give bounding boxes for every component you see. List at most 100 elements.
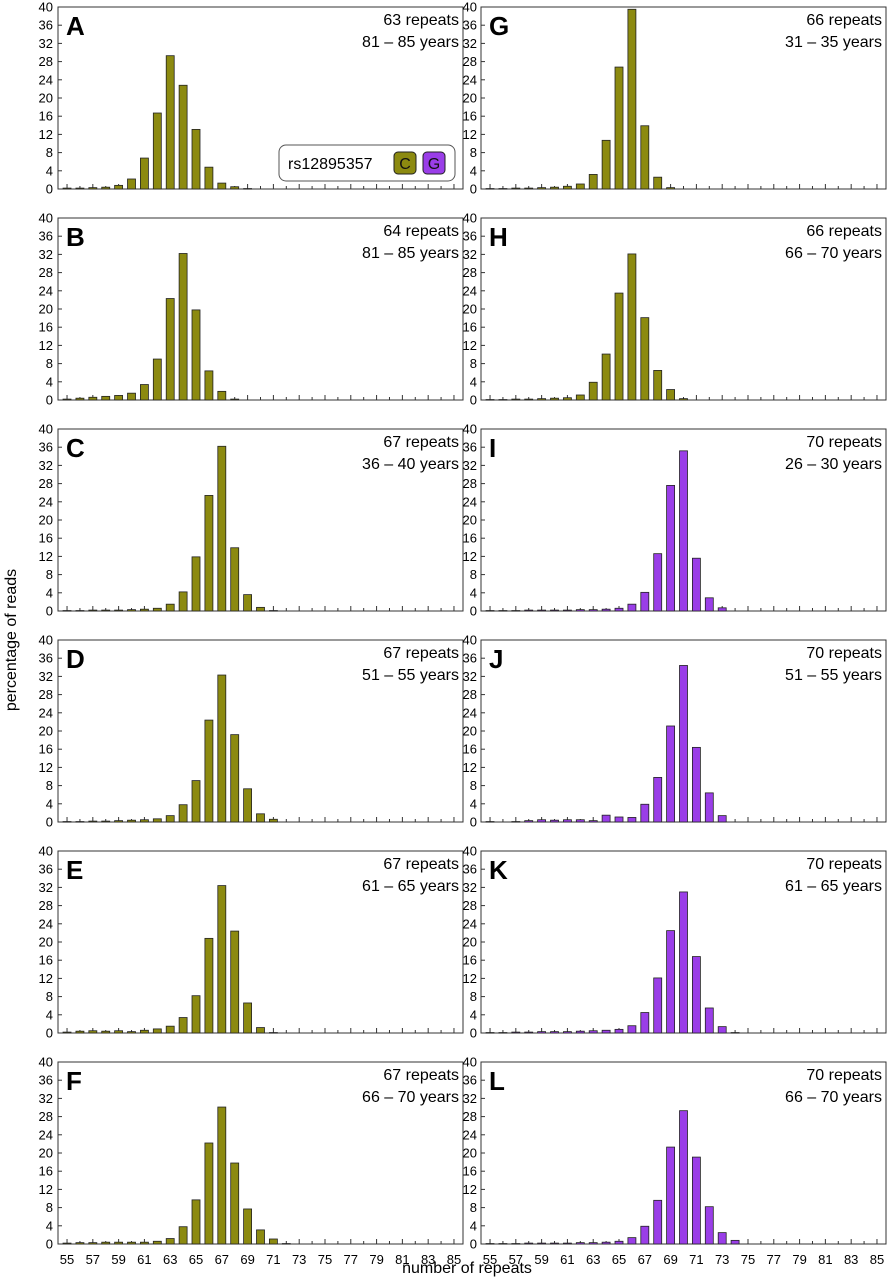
y-tick-label: 40	[39, 422, 53, 437]
x-tick-label: 65	[189, 1252, 203, 1267]
bar-73	[717, 1026, 727, 1034]
bar-63	[588, 1242, 598, 1245]
bar-66	[627, 603, 637, 612]
bar-65	[191, 780, 201, 823]
bar-59	[114, 184, 124, 190]
bar-67	[217, 1106, 227, 1245]
y-tick-label: 16	[463, 1164, 477, 1179]
bar-55	[62, 187, 72, 190]
y-tick-label: 40	[463, 211, 477, 226]
bar-55	[62, 821, 72, 823]
y-tick-label: 40	[39, 211, 53, 226]
bar-70	[679, 665, 688, 823]
bar-68	[653, 370, 663, 401]
bar-63	[588, 609, 598, 612]
y-tick-label: 28	[39, 54, 53, 69]
bar-62	[152, 112, 162, 190]
bar-69	[666, 485, 676, 612]
chart-panel-a: 0 4 8 12 16 20 24 28 32 36 40 A 63 repeats 81 – 85 ye…	[39, 0, 464, 197]
bar-70	[679, 891, 688, 1034]
bar-61	[140, 608, 149, 612]
bar-62	[575, 609, 585, 612]
bar-73	[717, 1232, 727, 1245]
bar-64	[178, 1226, 188, 1245]
y-tick-label: 40	[39, 844, 53, 859]
y-tick-label: 36	[39, 1073, 53, 1088]
y-tick-label: 24	[463, 705, 477, 720]
y-tick-label: 12	[39, 127, 53, 142]
bar-68	[230, 1162, 240, 1245]
bar-61	[563, 397, 572, 401]
y-tick-label: 12	[39, 338, 53, 353]
y-tick-label: 4	[46, 796, 53, 811]
bar-66	[204, 370, 214, 401]
bar-69	[243, 1208, 253, 1245]
y-tick-label: 0	[470, 604, 477, 619]
bar-69	[666, 930, 676, 1034]
bar-64	[178, 84, 188, 190]
bar-59	[537, 609, 547, 612]
bar-68	[230, 547, 240, 612]
bar-68	[653, 176, 663, 190]
y-axis-label: percentage of reads	[3, 569, 20, 711]
bar-57	[88, 609, 98, 612]
y-tick-label: 12	[463, 760, 477, 775]
age-annotation: 51 – 55 years	[785, 667, 882, 684]
bar-67	[640, 1012, 650, 1034]
x-tick-label: 77	[767, 1252, 781, 1267]
bar-67	[217, 390, 227, 401]
bar-59	[114, 820, 124, 823]
bar-59	[114, 395, 124, 401]
y-tick-label: 28	[463, 1109, 477, 1124]
x-tick-label: 73	[292, 1252, 306, 1267]
bar-60	[550, 1242, 559, 1245]
y-tick-label: 36	[463, 1073, 477, 1088]
y-tick-label: 0	[46, 393, 53, 408]
bar-58	[524, 820, 534, 823]
x-tick-label: 75	[741, 1252, 755, 1267]
plot-frame	[57, 428, 464, 612]
x-tick-label: 85	[447, 1252, 461, 1267]
bar-66	[627, 817, 637, 823]
bar-68	[653, 1199, 663, 1245]
bar-64	[178, 1017, 188, 1034]
y-tick-label: 24	[463, 283, 477, 298]
y-tick-label: 28	[463, 687, 477, 702]
bar-70	[679, 398, 688, 401]
repeats-annotation: 66 repeats	[806, 12, 882, 29]
y-tick-label: 12	[39, 549, 53, 564]
bar-72	[704, 792, 714, 823]
bar-63	[588, 1030, 598, 1034]
panel-letter: B	[66, 222, 85, 252]
bar-62	[152, 818, 162, 823]
age-annotation: 61 – 65 years	[785, 878, 882, 895]
bar-67	[640, 317, 650, 401]
bar-59	[114, 1030, 124, 1034]
bar-59	[537, 819, 547, 823]
bar-58	[524, 1031, 534, 1034]
y-tick-label: 24	[463, 494, 477, 509]
y-tick-label: 24	[39, 705, 53, 720]
x-tick-label: 57	[86, 1252, 100, 1267]
x-tick-label: 81	[818, 1252, 832, 1267]
bar-57	[88, 1030, 98, 1034]
bar-66	[204, 937, 214, 1034]
panel-letter: F	[66, 1066, 82, 1096]
bar-65	[614, 292, 624, 401]
legend-allele-g: G	[428, 156, 440, 173]
x-tick-label: 67	[638, 1252, 652, 1267]
x-tick-label: 77	[344, 1252, 358, 1267]
y-tick-label: 16	[463, 109, 477, 124]
y-tick-label: 16	[463, 531, 477, 546]
y-tick-label: 16	[39, 109, 53, 124]
bar-68	[230, 186, 240, 190]
bar-71	[268, 818, 278, 823]
y-tick-label: 28	[463, 898, 477, 913]
y-tick-label: 24	[39, 72, 53, 87]
legend: rs12895357 C G	[278, 144, 456, 182]
bar-62	[575, 394, 585, 401]
y-tick-label: 12	[463, 1182, 477, 1197]
x-tick-label: 79	[369, 1252, 383, 1267]
repeats-annotation: 67 repeats	[383, 1067, 459, 1084]
